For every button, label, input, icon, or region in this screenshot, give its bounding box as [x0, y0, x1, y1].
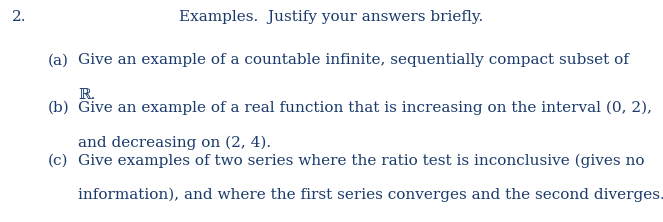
Text: Give examples of two series where the ratio test is inconclusive (gives no: Give examples of two series where the ra… — [78, 153, 644, 168]
Text: (b): (b) — [48, 101, 70, 115]
Text: and decreasing on (2, 4).: and decreasing on (2, 4). — [78, 135, 271, 150]
Text: Examples.  Justify your answers briefly.: Examples. Justify your answers briefly. — [180, 10, 483, 24]
Text: 2.: 2. — [12, 10, 27, 24]
Text: Give an example of a countable infinite, sequentially compact subset of: Give an example of a countable infinite,… — [78, 53, 629, 67]
Text: ℝ.: ℝ. — [78, 88, 95, 102]
Text: (c): (c) — [48, 153, 68, 167]
Text: (a): (a) — [48, 53, 69, 67]
Text: Give an example of a real function that is increasing on the interval (0, 2),: Give an example of a real function that … — [78, 101, 652, 115]
Text: information), and where the first series converges and the second diverges.: information), and where the first series… — [78, 188, 663, 202]
